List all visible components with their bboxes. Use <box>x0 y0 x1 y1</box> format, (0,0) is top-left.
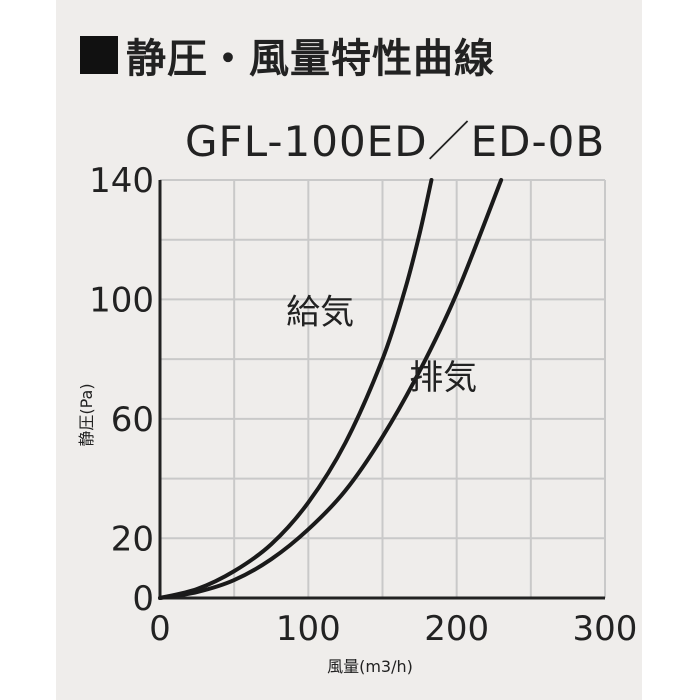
left-margin <box>0 0 56 700</box>
x-tick-label: 200 <box>424 609 489 649</box>
y-tick-label: 140 <box>89 161 154 201</box>
grid <box>160 179 606 598</box>
black-square-icon <box>80 36 118 74</box>
chart-panel <box>56 0 642 700</box>
y-tick-label: 20 <box>111 519 154 559</box>
chart-title: 静圧・風量特性曲線 <box>126 36 495 82</box>
y-tick-label: 100 <box>89 280 154 320</box>
y-axis-label: 静圧(Pa) <box>77 383 96 446</box>
y-tick-label: 60 <box>111 400 154 440</box>
x-tick-label: 0 <box>149 609 171 649</box>
series-line <box>158 178 504 600</box>
title-row: 静圧・風量特性曲線 <box>80 26 495 84</box>
axes <box>158 180 605 600</box>
x-axis-label: 風量(m3/h) <box>327 657 413 676</box>
series <box>158 178 504 600</box>
model-name: GFL-100ED／ED-0B <box>185 117 606 166</box>
tick-labels: 0 100 200 300 0 20 60 100 140 <box>89 161 637 649</box>
series-line <box>158 178 434 600</box>
series-label: 給気 <box>286 292 354 332</box>
y-tick-label: 0 <box>132 579 154 619</box>
x-tick-label: 300 <box>573 609 638 649</box>
x-tick-label: 100 <box>276 609 341 649</box>
right-margin <box>642 0 700 700</box>
series-label: 排気 <box>409 358 477 398</box>
